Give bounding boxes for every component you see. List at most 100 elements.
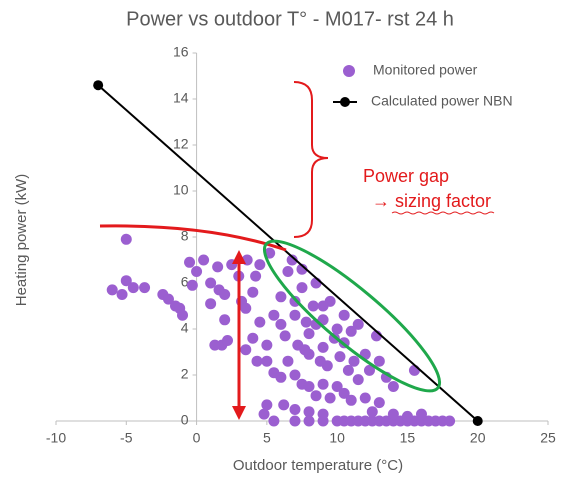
scatter-point: [275, 371, 287, 383]
scatter-point: [317, 300, 329, 312]
scatter-point: [205, 298, 217, 310]
scatter-point: [261, 339, 273, 351]
x-tick-label: 5: [263, 430, 271, 446]
x-tick-label: 20: [470, 430, 486, 446]
scatter-point: [401, 410, 413, 422]
scatter-point: [303, 406, 315, 418]
scatter-point: [334, 351, 346, 363]
y-tick-label: 4: [181, 320, 189, 336]
scatter-point: [261, 355, 273, 367]
scatter-point: [162, 293, 174, 305]
y-tick-label: 16: [173, 44, 189, 60]
scatter-point: [106, 284, 118, 296]
legend-marker: [340, 97, 350, 107]
scatter-point: [186, 279, 198, 291]
scatter-point: [261, 399, 273, 411]
scatter-point: [275, 318, 287, 330]
scatter-point: [307, 300, 319, 312]
scatter-point: [366, 406, 378, 418]
scatter-point: [303, 415, 315, 427]
line-point: [93, 80, 104, 91]
arrow-head: [232, 406, 246, 420]
scatter-point: [317, 415, 329, 427]
annotation: → sizing factor: [372, 191, 491, 211]
y-axis-label: Heating power (kW): [13, 174, 30, 307]
scatter-point: [359, 392, 371, 404]
scatter-point: [205, 277, 217, 289]
scatter-point: [282, 355, 294, 367]
y-tick-label: 8: [181, 228, 189, 244]
scatter-point: [268, 415, 280, 427]
scatter-point: [444, 415, 456, 427]
chart-title: Power vs outdoor T° - M017- rst 24 h: [126, 8, 454, 30]
scatter-point: [324, 392, 336, 404]
underline: [391, 211, 495, 215]
scatter-point: [408, 364, 420, 376]
x-tick-label: 25: [540, 430, 556, 446]
scatter-point: [268, 309, 280, 321]
line: [97, 84, 479, 422]
plot-area: -10 -5 0 5 10 15 20 25 0 2 4 6 8 10 12 14 16: [46, 44, 556, 446]
scatter-point: [116, 289, 128, 300]
legend-marker: [343, 65, 355, 77]
scatter-point: [139, 282, 151, 294]
scatter-point: [289, 309, 301, 321]
scatter-point: [191, 266, 203, 277]
scatter-point: [387, 381, 399, 392]
y-tick-label: 0: [181, 412, 189, 428]
scatter-point: [331, 381, 343, 392]
scatter-point: [120, 233, 132, 245]
y-tick-label: 12: [173, 136, 189, 152]
scatter-point: [352, 318, 364, 330]
scatter-point: [296, 282, 308, 294]
scatter-point: [314, 355, 326, 367]
scatter-point: [184, 256, 196, 268]
scatter-point: [373, 355, 385, 367]
scatter-point: [240, 302, 252, 314]
scatter-point: [289, 415, 301, 427]
x-tick-label: 15: [400, 430, 416, 446]
scatter-point: [221, 335, 233, 346]
y-tick-label: 14: [173, 90, 189, 106]
scatter-point: [250, 270, 262, 282]
scatter-point: [247, 286, 259, 298]
scatter-point: [387, 408, 399, 420]
scatter-point: [254, 316, 266, 328]
scatter-point: [300, 316, 312, 328]
scatter-point: [289, 369, 301, 381]
scatter-point: [219, 289, 231, 300]
line-point: [472, 416, 483, 426]
y-tick-label: 6: [181, 274, 189, 290]
x-tick-label: 0: [193, 430, 201, 446]
y-tick-label: 2: [181, 366, 189, 382]
scatter-point: [303, 328, 315, 340]
scatter-point: [338, 309, 350, 321]
scatter-point: [219, 314, 231, 326]
scatter-point: [310, 390, 322, 402]
scatter-point: [120, 275, 132, 287]
scatter-point: [275, 291, 287, 303]
scatter-point: [289, 404, 301, 415]
y-tick-label: 10: [173, 182, 189, 198]
scatter-point: [415, 408, 427, 420]
annotation: Power gap: [363, 166, 449, 186]
scatter-point: [247, 332, 259, 344]
scatter-point: [317, 378, 329, 390]
scatter-point: [286, 254, 298, 266]
arrow-head: [232, 250, 246, 264]
scatter-point: [342, 364, 354, 376]
x-tick-label: -10: [46, 430, 66, 446]
scatter-point: [177, 309, 189, 321]
scatter-point: [296, 263, 308, 275]
scatter-point: [331, 323, 343, 335]
scatter-point: [345, 394, 357, 406]
scatter-point: [258, 408, 270, 420]
annotation-brace: [293, 81, 329, 238]
legend-label: Monitored power: [373, 62, 478, 78]
scatter-point: [303, 381, 315, 392]
scatter-point: [254, 259, 266, 271]
scatter-point: [352, 374, 364, 386]
scatter-point: [373, 397, 385, 409]
scatter-point: [317, 341, 329, 353]
